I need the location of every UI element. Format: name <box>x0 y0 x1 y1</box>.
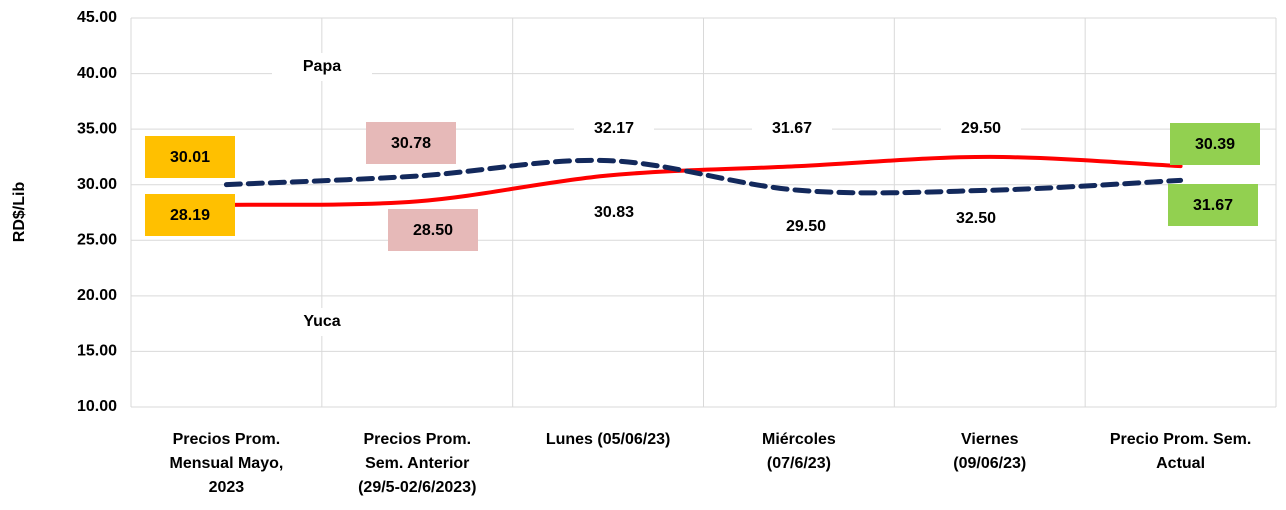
y-tick-label: 40.00 <box>77 65 117 82</box>
y-tick-label: 30.00 <box>77 176 117 193</box>
x-tick-label: Precios Prom. Mensual Mayo, 2023 <box>170 431 284 496</box>
value-label-box <box>1170 123 1260 165</box>
y-tick-label: 35.00 <box>77 120 117 137</box>
y-tick-label: 10.00 <box>77 398 117 415</box>
y-axis-label: RD$/Lib <box>11 182 28 243</box>
y-tick-label: 15.00 <box>77 343 117 360</box>
x-tick-label: Precios Prom. Sem. Anterior (29/5-02/6/202… <box>358 431 476 496</box>
x-tick-label: Miércoles (07/6/23) <box>762 431 836 472</box>
series-name-bg <box>272 53 372 81</box>
x-tick-label-line: Precio Prom. Sem. <box>1110 431 1251 448</box>
value-label: 30.01 <box>170 149 210 166</box>
y-tick-label: 45.00 <box>77 9 117 26</box>
value-label: 29.50 <box>786 218 826 235</box>
value-label-box <box>388 209 478 251</box>
x-tick-label-line: Actual <box>1156 455 1205 472</box>
value-label: 32.50 <box>956 210 996 227</box>
value-label-bg <box>574 199 654 225</box>
x-tick-label: Lunes (05/06/23) <box>546 431 671 448</box>
series-name: Papa <box>303 58 341 75</box>
value-label: 32.17 <box>594 120 634 137</box>
series-name: Yuca <box>303 313 340 330</box>
y-tick-label: 25.00 <box>77 232 117 249</box>
series-line <box>224 154 1183 207</box>
y-tick-label: 20.00 <box>77 287 117 304</box>
value-label: 28.19 <box>170 207 210 224</box>
x-tick-label-line: 2023 <box>209 479 245 496</box>
x-tick-label: Precio Prom. Sem. Actual <box>1110 431 1251 472</box>
value-label-bg <box>752 115 832 141</box>
value-label: 30.39 <box>1195 136 1235 153</box>
x-tick-label-line: Sem. Anterior <box>365 455 469 472</box>
x-tick-label-line: Miércoles <box>762 431 836 448</box>
x-tick-label: Viernes (09/06/23) <box>953 431 1026 472</box>
series-name-bg <box>272 308 372 336</box>
value-label-bg <box>574 115 654 141</box>
x-tick-label-line: Precios Prom. <box>173 431 281 448</box>
value-label-box <box>1168 184 1258 226</box>
value-label-box <box>366 122 456 164</box>
value-label-bg <box>766 213 846 239</box>
value-label-bg <box>941 115 1021 141</box>
value-label: 30.78 <box>391 135 431 152</box>
x-tick-label-line: (07/6/23) <box>767 455 831 472</box>
value-label: 31.67 <box>1193 197 1233 214</box>
value-label-bg <box>936 205 1016 231</box>
x-tick-label-line: (29/5-02/6/2023) <box>358 479 476 496</box>
x-tick-label-line: Precios Prom. <box>363 431 471 448</box>
series-line <box>223 157 1184 196</box>
value-label: 29.50 <box>961 120 1001 137</box>
x-tick-label-line: Mensual Mayo, <box>170 455 284 472</box>
value-label: 28.50 <box>413 222 453 239</box>
x-tick-label-line: (09/06/23) <box>953 455 1026 472</box>
x-tick-label-line: Viernes <box>961 431 1019 448</box>
value-label-box <box>145 194 235 236</box>
value-label-box <box>145 136 235 178</box>
value-label: 30.83 <box>594 204 634 221</box>
x-tick-label-line: Lunes (05/06/23) <box>546 431 671 448</box>
value-label: 31.67 <box>772 120 812 137</box>
